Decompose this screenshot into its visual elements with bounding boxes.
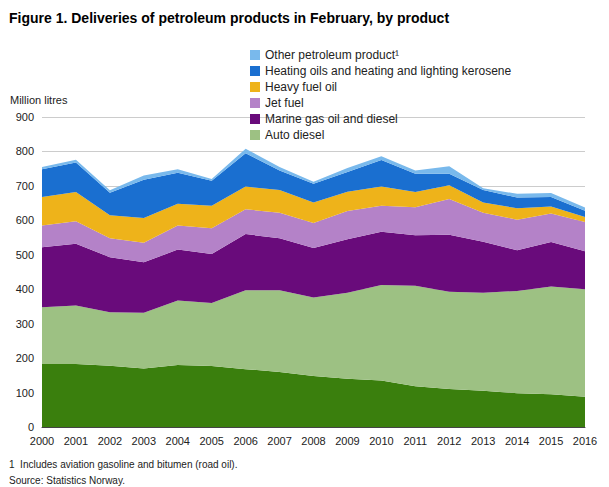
svg-text:Figure 1. Deliveries of petrol: Figure 1. Deliveries of petroleum produc…	[9, 10, 449, 26]
svg-text:Heating oils and heating and l: Heating oils and heating and lighting ke…	[265, 64, 512, 78]
svg-text:100: 100	[16, 387, 34, 399]
svg-text:0: 0	[28, 421, 34, 433]
svg-text:Source: Statistics Norway.: Source: Statistics Norway.	[9, 475, 125, 486]
svg-text:2011: 2011	[403, 435, 427, 447]
svg-text:2005: 2005	[199, 435, 223, 447]
svg-text:2002: 2002	[98, 435, 122, 447]
svg-text:2009: 2009	[335, 435, 359, 447]
svg-text:2014: 2014	[505, 435, 529, 447]
svg-text:2006: 2006	[233, 435, 257, 447]
svg-text:2000: 2000	[30, 435, 54, 447]
svg-text:Auto diesel: Auto diesel	[265, 128, 324, 142]
svg-text:200: 200	[16, 352, 34, 364]
svg-text:1 Includes aviation gasoline: 1 Includes aviation gasoline and bitumen…	[9, 459, 237, 470]
svg-text:Jet fuel: Jet fuel	[265, 96, 304, 110]
svg-text:400: 400	[16, 283, 34, 295]
svg-text:2001: 2001	[64, 435, 88, 447]
svg-text:2010: 2010	[369, 435, 393, 447]
svg-text:700: 700	[16, 180, 34, 192]
svg-text:2008: 2008	[301, 435, 325, 447]
svg-text:Million litres: Million litres	[10, 94, 68, 106]
svg-text:300: 300	[16, 318, 34, 330]
svg-text:800: 800	[16, 145, 34, 157]
svg-text:Marine gas oil and diesel: Marine gas oil and diesel	[265, 112, 398, 126]
svg-text:2012: 2012	[437, 435, 461, 447]
svg-text:2003: 2003	[132, 435, 156, 447]
svg-text:2004: 2004	[166, 435, 190, 447]
svg-text:2015: 2015	[539, 435, 563, 447]
svg-text:Heavy fuel oil: Heavy fuel oil	[265, 80, 337, 94]
svg-text:900: 900	[16, 111, 34, 123]
svg-text:2007: 2007	[267, 435, 291, 447]
svg-text:2013: 2013	[471, 435, 495, 447]
svg-text:Other petroleum product¹: Other petroleum product¹	[265, 48, 399, 62]
svg-text:500: 500	[16, 249, 34, 261]
svg-text:2016: 2016	[573, 435, 597, 447]
svg-text:600: 600	[16, 214, 34, 226]
